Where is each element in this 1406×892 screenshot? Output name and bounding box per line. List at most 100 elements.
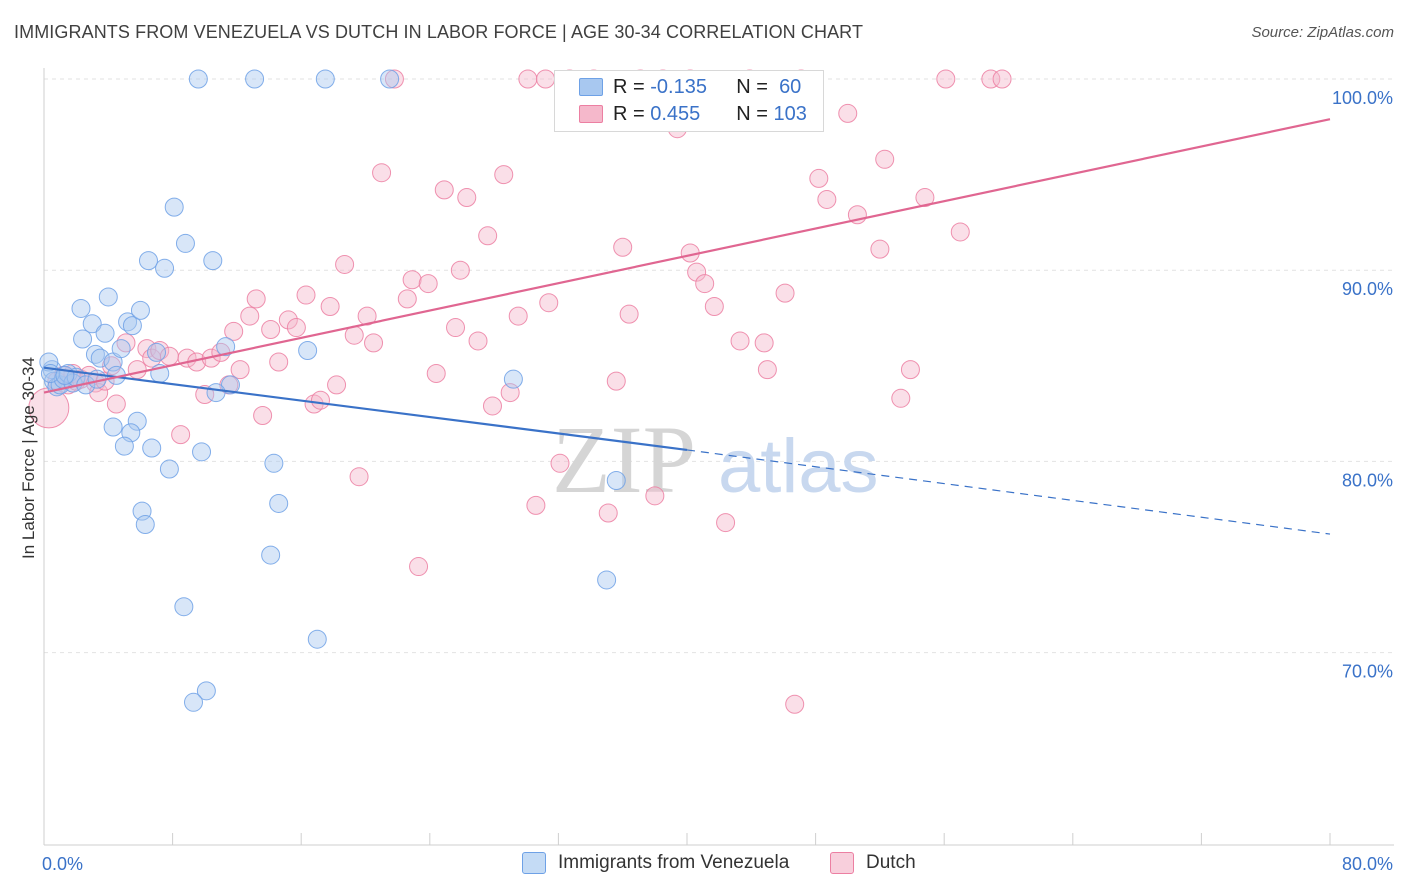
point-venezuela bbox=[269, 493, 289, 513]
y-axis-title: In Labor Force | Age 30-34 bbox=[19, 357, 38, 559]
point-dutch bbox=[434, 180, 454, 200]
point-venezuela bbox=[203, 251, 223, 271]
point-venezuela bbox=[196, 681, 216, 701]
watermark: ZIP atlas bbox=[552, 406, 879, 513]
legend-n-label: N = bbox=[736, 102, 768, 125]
point-venezuela bbox=[95, 323, 115, 343]
point-dutch bbox=[757, 360, 777, 380]
point-dutch bbox=[526, 495, 546, 515]
legend-label-dutch: Dutch bbox=[866, 852, 916, 873]
trend-line-venezuela bbox=[43, 366, 688, 452]
legend-swatch-venezuela bbox=[522, 852, 546, 874]
point-dutch bbox=[240, 306, 260, 326]
legend-swatch-dutch bbox=[579, 105, 603, 123]
point-dutch bbox=[785, 694, 805, 714]
point-dutch bbox=[224, 321, 244, 341]
point-dutch bbox=[598, 503, 618, 523]
point-dutch bbox=[106, 394, 126, 414]
point-dutch bbox=[286, 318, 306, 338]
x-tick-label-min: 0.0% bbox=[42, 854, 83, 874]
point-dutch bbox=[402, 270, 422, 290]
point-venezuela bbox=[147, 342, 167, 362]
source-credit: Source: ZipAtlas.com bbox=[1251, 24, 1394, 41]
point-dutch bbox=[384, 69, 404, 89]
point-dutch bbox=[482, 396, 502, 416]
legend-item-venezuela: Immigrants from Venezuela bbox=[522, 852, 789, 874]
legend-label-venezuela: Immigrants from Venezuela bbox=[558, 852, 790, 873]
trend-lines bbox=[43, 118, 1331, 535]
point-dutch bbox=[936, 69, 956, 89]
point-venezuela bbox=[206, 383, 226, 403]
point-dutch bbox=[606, 371, 626, 391]
point-venezuela bbox=[503, 369, 523, 389]
y-tick-label-70: 70.0% bbox=[1342, 662, 1393, 682]
point-dutch bbox=[613, 237, 633, 257]
point-dutch bbox=[418, 274, 438, 294]
point-dutch bbox=[372, 163, 392, 183]
point-dutch bbox=[809, 168, 829, 188]
point-dutch bbox=[457, 188, 477, 208]
point-dutch bbox=[695, 274, 715, 294]
legend-r-label: R = bbox=[613, 75, 645, 98]
point-dutch bbox=[875, 149, 895, 169]
point-dutch bbox=[310, 390, 330, 410]
point-venezuela bbox=[142, 438, 162, 458]
point-dutch bbox=[253, 406, 273, 426]
point-dutch bbox=[296, 285, 316, 305]
point-venezuela bbox=[103, 417, 123, 437]
point-dutch bbox=[127, 360, 147, 380]
data-points bbox=[28, 69, 1012, 714]
legend-row-dutch: R = 0.455 N = 103 bbox=[579, 101, 807, 127]
point-venezuela bbox=[597, 570, 617, 590]
point-venezuela bbox=[164, 197, 184, 217]
point-dutch bbox=[397, 289, 417, 309]
legend-n-value: 60 bbox=[779, 75, 802, 98]
point-dutch bbox=[992, 69, 1012, 89]
point-venezuela bbox=[245, 69, 265, 89]
point-dutch bbox=[349, 467, 369, 487]
legend-row-venezuela: R = -0.135 N = 60 bbox=[579, 74, 801, 100]
point-dutch bbox=[478, 226, 498, 246]
point-dutch bbox=[838, 103, 858, 123]
point-venezuela bbox=[130, 300, 150, 320]
point-venezuela bbox=[606, 471, 626, 491]
point-venezuela bbox=[298, 341, 318, 361]
point-venezuela bbox=[264, 453, 284, 473]
point-dutch bbox=[687, 262, 707, 282]
legend-swatch-dutch bbox=[830, 852, 854, 874]
point-dutch bbox=[891, 388, 911, 408]
y-tick-label-100: 100.0% bbox=[1332, 88, 1393, 108]
point-dutch bbox=[915, 188, 935, 208]
point-dutch bbox=[730, 331, 750, 351]
point-dutch bbox=[278, 310, 298, 330]
point-venezuela bbox=[98, 287, 118, 307]
point-dutch bbox=[518, 69, 538, 89]
point-dutch bbox=[900, 360, 920, 380]
point-dutch bbox=[426, 363, 446, 383]
chart-title: IMMIGRANTS FROM VENEZUELA VS DUTCH IN LA… bbox=[14, 22, 864, 42]
point-venezuela bbox=[82, 314, 102, 334]
point-dutch bbox=[817, 189, 837, 209]
point-dutch bbox=[550, 453, 570, 473]
point-venezuela bbox=[73, 329, 93, 349]
point-dutch bbox=[320, 297, 340, 317]
point-dutch bbox=[357, 306, 377, 326]
point-dutch bbox=[327, 375, 347, 395]
point-venezuela bbox=[111, 339, 131, 359]
watermark-atlas: atlas bbox=[718, 424, 879, 509]
point-dutch bbox=[508, 306, 528, 326]
point-dutch bbox=[645, 486, 665, 506]
point-dutch bbox=[246, 289, 266, 309]
point-venezuela bbox=[122, 316, 142, 336]
legend-swatch-venezuela bbox=[579, 78, 603, 96]
x-tick-label-max: 80.0% bbox=[1342, 854, 1393, 874]
stats-legend: R = -0.135 N = 60 R = 0.455 N = 103 bbox=[554, 70, 824, 132]
point-dutch bbox=[450, 260, 470, 280]
legend-r-label: R = bbox=[613, 102, 645, 125]
point-dutch bbox=[468, 331, 488, 351]
y-tick-label-90: 90.0% bbox=[1342, 279, 1393, 299]
point-dutch bbox=[335, 254, 355, 274]
point-venezuela bbox=[216, 337, 236, 357]
point-venezuela bbox=[138, 251, 158, 271]
